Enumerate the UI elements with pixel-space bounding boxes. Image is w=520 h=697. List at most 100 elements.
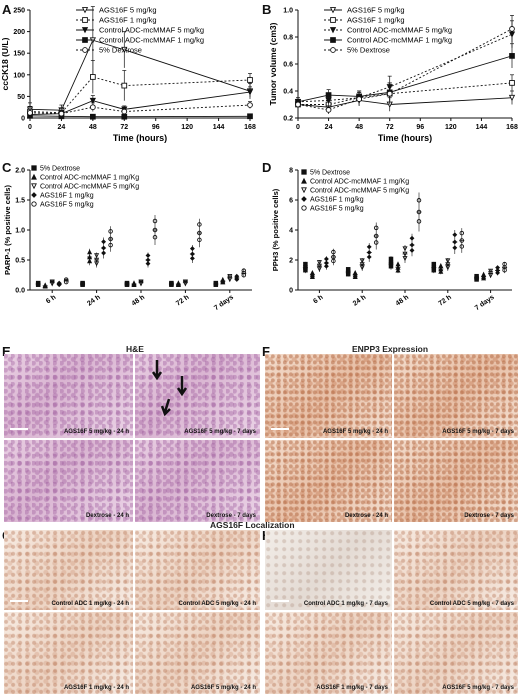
panel-label-c: C [2,160,12,175]
image-caption: AGS16F 5 mg/kg - 7 days [442,429,514,435]
data-point [246,89,254,96]
he-tile-1: AGS16F 5 mg/kg - 24 h [4,354,133,438]
y-tick-label: 50 [17,94,25,101]
x-tick-label: 48 h [131,294,146,308]
data-point [27,109,33,116]
x-tick-label: 6 h [45,294,57,306]
series-line [29,76,251,114]
image-caption: AGS16F 5 mg/kg - 24 h [322,429,388,435]
series-3: Control ADC-mcMMAF 1 mg/kg [295,36,515,106]
x-tick-label: 0 [28,124,32,131]
he-tile-3: Dextrose - 24 h [4,440,133,522]
x-tick-label: 0 [296,124,300,131]
x-tick-label: 120 [445,124,457,131]
x-tick-label: 144 [213,124,225,131]
y-tick-label: 1.5 [15,198,25,205]
arrow-icon [160,398,171,417]
legend-marker [31,173,37,180]
y-tick-label: 2 [289,258,293,265]
enpp3-tile-4: Dextrose - 7 days [394,440,518,522]
data-point [90,104,96,111]
series-4: AGS16F 5 mg/kg [301,192,508,274]
data-point [295,101,301,108]
image-caption: Control ADC 5 mg/kg - 7 days [429,601,514,607]
legend-marker [81,7,89,14]
chart-a-ccck18: 0 50 100 150 200 250 0 24 48 72 96 120 144 168 Time (h… [0,6,256,144]
series-2: Control ADC-mcMMAF 5 mg/Kg [31,183,233,287]
x-tick-label: 168 [506,124,518,131]
data-point [121,113,128,120]
legend-entry: 5% Dextrose [40,166,80,173]
x-axis-label: Time (hours) [378,133,432,143]
image-caption: AGS16F 5 mg/kg - 24 h [190,685,256,691]
data-point [247,113,253,120]
localization-tile-h1: Control ADC 1 mg/kg - 7 days [265,530,392,610]
chart-b-tumor-volume: 0.2 0.4 0.6 0.8 1.0 0 24 48 72 96 120 144 168 Time (h… [268,6,518,144]
legend-entry: Control ADC-mcMMAF 5 mg/kg [347,26,452,35]
image-caption: AGS16F 5 mg/kg - 24 h [63,429,129,435]
scale-bar [271,600,289,602]
image-caption: Dextrose - 24 h [344,513,388,519]
localization-tile-g3: AGS16F 1 mg/kg - 24 h [4,612,133,694]
scale-bar [10,428,28,430]
x-tick-label: 48 [89,124,97,131]
y-tick-label: 0 [21,116,25,123]
legend-entry: AGS16F 1 mg/kg [347,16,405,25]
data-point [509,26,515,32]
series-4: 5% Dextrose [295,15,515,114]
legend-entry: AGS16F 5 mg/kg [310,206,364,213]
data-point [356,96,362,102]
localization-heading: AGS16F Localization [210,520,295,530]
x-tick-label: 24 [325,124,333,131]
image-caption: Dextrose - 7 days [206,513,256,519]
localization-tile-h2: Control ADC 5 mg/kg - 7 days [394,530,518,610]
image-caption: Control ADC 1 mg/kg - 7 days [303,601,388,607]
arrow-icon [176,376,188,397]
y-tick-label: 200 [13,29,25,36]
enpp3-heading: ENPP3 Expression [352,344,429,354]
localization-tile-g4: AGS16F 5 mg/kg - 24 h [135,612,260,694]
legend-marker [82,37,88,43]
legend-entry: Control ADC-mcMMAF 5 mg/kg [99,26,204,35]
y-tick-label: 0.5 [15,258,25,265]
series-4: AGS16F 5 mg/kg [31,201,247,285]
x-tick-label: 6 h [312,294,324,306]
legend-marker [301,205,307,211]
series-line [29,104,251,115]
enpp3-tile-1: AGS16F 5 mg/kg - 24 h [265,354,392,438]
chart-d-pph3: 0 2 4 6 8 PPH3 (% positive cells) 6 h 24 h 48 h 7… [271,168,512,312]
chart-c-parp1: 0.0 0.5 1.0 1.5 2.0 PARP-1 (% positive cells)… [3,165,252,312]
legend-marker [31,201,37,207]
x-tick-label: 120 [181,124,193,131]
y-tick-label: 2.0 [15,168,25,175]
he-tile-2: AGS16F 5 mg/kg - 7 days [135,354,260,438]
legend-entry: AGS16F 1 mg/kg [310,197,364,204]
enpp3-tile-2: AGS16F 5 mg/kg - 7 days [394,354,518,438]
data-point [121,108,128,115]
image-caption: Control ADC 5 mg/kg - 24 h [178,601,256,607]
legend-entry: 5% Dextrose [99,46,142,55]
x-tick-label: 7 days [213,294,235,312]
y-tick-label: 0.8 [283,35,293,42]
y-axis-label: PPH3 (% positive cells) [271,188,280,271]
data-point [58,110,65,117]
legend-entry: Control ADC-mcMMAF 5 mg/Kg [40,184,139,191]
y-tick-label: 4 [289,228,293,235]
legend-marker [31,192,37,198]
data-point [508,94,516,102]
y-axis-label: ccCK18 (U/L) [0,37,10,90]
y-axis-label: PARP-1 (% positive cells) [3,185,12,275]
x-tick-label: 144 [476,124,488,131]
x-tick-label: 24 [58,124,66,131]
x-tick-label: 7 days [474,294,496,312]
legend-entry: Control ADC-mcMMAF 1 mg/Kg [310,179,409,186]
image-caption: AGS16F 1 mg/kg - 24 h [63,685,129,691]
legend-marker [82,17,88,23]
legend-entry: Control ADC-mcMMAF 5 mg/Kg [310,188,409,195]
series-1: Control ADC-mcMMAF 1 mg/Kg [301,177,487,281]
legend-entry: Control ADC-mcMMAF 1 mg/kg [99,36,204,45]
data-point [247,102,253,108]
he-heading: H&E [126,344,144,354]
localization-tile-g2: Control ADC 5 mg/kg - 24 h [135,530,260,610]
legend-entry: 5% Dextrose [347,46,390,55]
